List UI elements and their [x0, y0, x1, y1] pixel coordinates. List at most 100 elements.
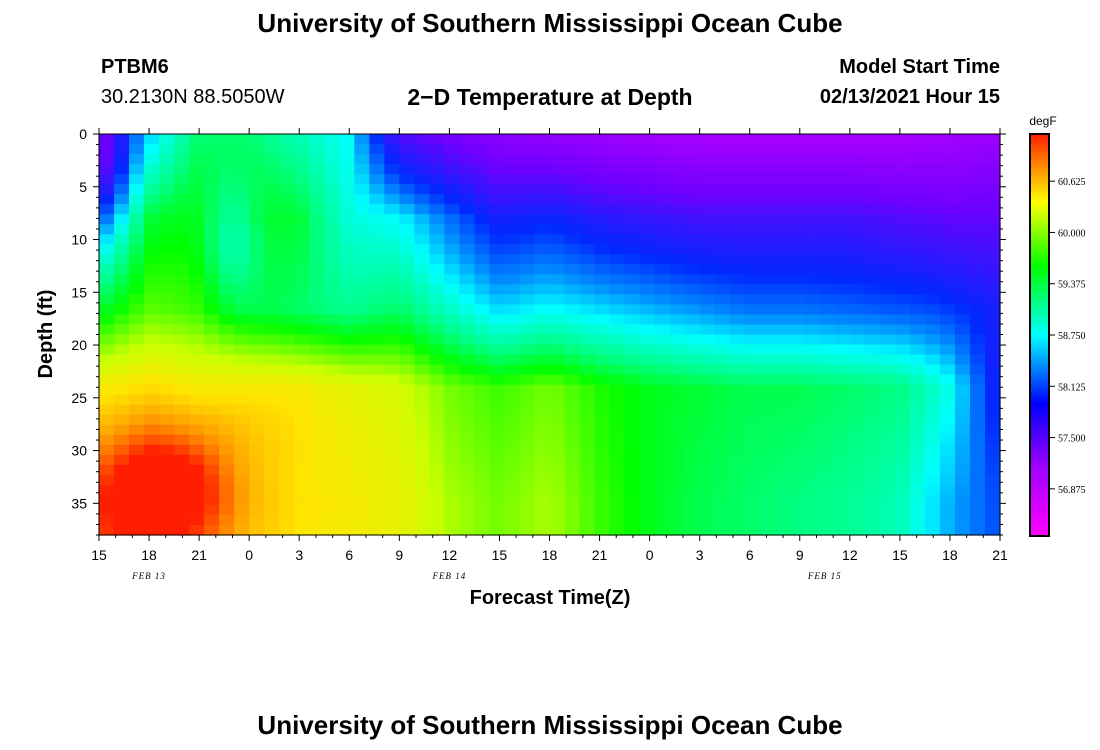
heatmap-cell — [489, 354, 506, 366]
heatmap-cell — [579, 484, 596, 496]
heatmap-cell — [909, 484, 926, 496]
heatmap-cell — [834, 254, 851, 265]
heatmap-cell — [654, 394, 671, 406]
heatmap-cell — [414, 334, 430, 346]
heatmap-cell — [369, 504, 385, 516]
heatmap-cell — [789, 204, 806, 215]
heatmap-cell — [789, 294, 806, 306]
heatmap-cell — [504, 244, 521, 255]
heatmap-cell — [609, 514, 626, 526]
heatmap-cell — [744, 454, 761, 466]
heatmap-cell — [129, 354, 145, 366]
heatmap-cell — [489, 404, 506, 416]
heatmap-cell — [894, 264, 911, 275]
heatmap-cell — [519, 274, 536, 285]
heatmap-cell — [744, 464, 761, 476]
heatmap-cell — [264, 304, 280, 316]
heatmap-cell — [894, 154, 911, 165]
heatmap-cell — [234, 304, 250, 316]
heatmap-cell — [369, 214, 385, 225]
heatmap-cell — [249, 384, 265, 396]
heatmap-cell — [954, 294, 971, 306]
heatmap-cell — [744, 484, 761, 496]
heatmap-cell — [399, 274, 415, 285]
heatmap-cell — [879, 424, 896, 436]
heatmap-cell — [939, 214, 956, 225]
heatmap-cell — [864, 254, 881, 265]
heatmap-cell — [864, 284, 881, 296]
heatmap-cell — [234, 514, 250, 526]
heatmap-cell — [219, 524, 235, 536]
heatmap-cell — [354, 304, 370, 316]
heatmap-cell — [534, 264, 551, 275]
heatmap-cell — [624, 394, 641, 406]
heatmap-cell — [144, 474, 160, 486]
heatmap-cell — [474, 134, 491, 145]
heatmap-cell — [924, 404, 941, 416]
heatmap-cell — [219, 284, 235, 296]
heatmap-cell — [294, 424, 310, 436]
heatmap-cell — [174, 364, 190, 376]
heatmap-cell — [534, 344, 551, 356]
heatmap-cell — [249, 194, 265, 205]
heatmap-cell — [309, 374, 325, 386]
heatmap-cell — [174, 384, 190, 396]
heatmap-cell — [864, 344, 881, 356]
heatmap-cell — [264, 254, 280, 265]
heatmap-cell — [204, 314, 220, 326]
heatmap-cell — [429, 494, 445, 506]
heatmap-cell — [159, 414, 175, 426]
heatmap-cell — [579, 164, 596, 175]
heatmap-cell — [909, 254, 926, 265]
heatmap-cell — [984, 354, 1001, 366]
heatmap-cell — [639, 144, 656, 155]
heatmap-cell — [339, 464, 355, 476]
heatmap-cell — [459, 314, 476, 326]
heatmap-cell — [609, 454, 626, 466]
heatmap-cell — [174, 184, 190, 195]
heatmap-cell — [159, 524, 175, 536]
heatmap-cell — [609, 154, 626, 165]
heatmap-cell — [129, 254, 145, 265]
heatmap-cell — [99, 384, 115, 396]
heatmap-cell — [549, 244, 566, 255]
heatmap-cell — [894, 344, 911, 356]
heatmap-cell — [99, 504, 115, 516]
heatmap-cell — [99, 404, 115, 416]
heatmap-cell — [504, 514, 521, 526]
heatmap-cell — [474, 194, 491, 205]
heatmap-cell — [444, 304, 460, 316]
heatmap-cell — [684, 234, 701, 245]
heatmap-cell — [114, 344, 130, 356]
heatmap-cell — [879, 364, 896, 376]
heatmap-cell — [384, 384, 400, 396]
heatmap-cell — [969, 174, 986, 185]
heatmap-cell — [984, 414, 1001, 426]
heatmap-cell — [279, 524, 295, 536]
heatmap-cell — [399, 434, 415, 446]
heatmap-cell — [549, 314, 566, 326]
heatmap-cell — [894, 524, 911, 536]
heatmap-cell — [894, 244, 911, 255]
heatmap-cell — [444, 314, 460, 326]
heatmap-cell — [129, 304, 145, 316]
heatmap-cell — [774, 484, 791, 496]
heatmap-cell — [279, 294, 295, 306]
heatmap-cell — [639, 454, 656, 466]
heatmap-cell — [474, 484, 491, 496]
heatmap-cell — [114, 174, 130, 185]
heatmap-cell — [489, 384, 506, 396]
heatmap-cell — [609, 314, 626, 326]
heatmap-cell — [249, 294, 265, 306]
heatmap-cell — [594, 184, 611, 195]
heatmap-cell — [579, 234, 596, 245]
heatmap-cell — [519, 404, 536, 416]
heatmap-cell — [924, 494, 941, 506]
heatmap-cell — [159, 304, 175, 316]
heatmap-cell — [759, 414, 776, 426]
heatmap-cell — [339, 314, 355, 326]
heatmap-cell — [579, 464, 596, 476]
heatmap-cell — [279, 154, 295, 165]
heatmap-cell — [399, 414, 415, 426]
heatmap-cell — [894, 314, 911, 326]
